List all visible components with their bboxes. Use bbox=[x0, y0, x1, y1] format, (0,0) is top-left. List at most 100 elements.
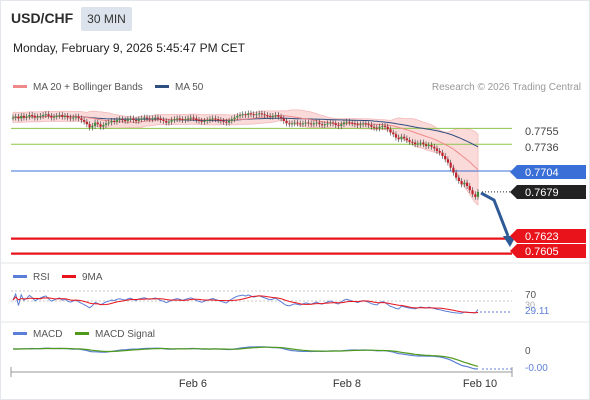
candle-body bbox=[372, 126, 376, 128]
candle-body bbox=[304, 122, 307, 124]
candle-body bbox=[392, 132, 395, 135]
candle-body bbox=[310, 123, 313, 125]
candle-body bbox=[69, 117, 72, 119]
rsi-70-label: 70 bbox=[525, 290, 537, 301]
candle-body bbox=[348, 121, 351, 123]
candle-body bbox=[394, 134, 398, 138]
symbol-title: USD/CHF bbox=[11, 10, 74, 26]
timeframe-button[interactable]: 30 MIN bbox=[81, 7, 132, 31]
candle-body bbox=[206, 120, 209, 122]
candle-body bbox=[178, 118, 181, 120]
candle-body bbox=[36, 116, 39, 118]
candle-body bbox=[107, 122, 110, 124]
candle-body bbox=[312, 123, 315, 125]
candle-body bbox=[329, 122, 332, 124]
candle-body bbox=[446, 159, 450, 163]
candle-body bbox=[31, 115, 34, 117]
candle-body bbox=[132, 118, 135, 121]
rsi-30-label: 30 bbox=[525, 300, 535, 310]
candle-body bbox=[430, 145, 433, 147]
x-tick-label-feb8: Feb 8 bbox=[333, 378, 361, 390]
rsi-line bbox=[12, 292, 479, 314]
candle-body bbox=[227, 120, 231, 123]
candle-body bbox=[315, 122, 318, 124]
candle-body bbox=[455, 172, 458, 178]
level-label-0-7623: 0.7623 bbox=[525, 231, 559, 243]
ma20-legend-label: MA 20 + Bollinger Bands bbox=[33, 82, 143, 93]
level-label-0-7704: 0.7704 bbox=[525, 167, 559, 179]
candle-body bbox=[208, 119, 212, 121]
candle-body bbox=[104, 123, 108, 126]
candle-body bbox=[260, 113, 264, 115]
candle-body bbox=[203, 120, 206, 122]
candle-body bbox=[411, 141, 414, 143]
candle-body bbox=[460, 181, 463, 185]
candle-body bbox=[419, 142, 422, 144]
candle-body bbox=[438, 150, 441, 153]
candle-body bbox=[167, 121, 171, 123]
candle-body bbox=[318, 122, 321, 125]
x-tick-label-feb10: Feb 10 bbox=[463, 378, 497, 390]
candle-body bbox=[91, 125, 94, 128]
candle-body bbox=[427, 145, 430, 147]
candle-body bbox=[184, 119, 187, 121]
candle-body bbox=[389, 129, 392, 133]
candle-body bbox=[14, 116, 17, 118]
candle-body bbox=[255, 114, 258, 116]
candle-body bbox=[282, 118, 285, 121]
candle-body bbox=[353, 123, 357, 125]
ma20-legend-swatch bbox=[13, 85, 27, 88]
candle-body bbox=[173, 119, 176, 121]
candle-body bbox=[288, 123, 291, 125]
candle-body bbox=[72, 117, 75, 119]
candle-body bbox=[370, 125, 373, 127]
candle-body bbox=[233, 117, 236, 120]
candle-body bbox=[156, 117, 160, 119]
candle-body bbox=[134, 120, 138, 122]
candle-body bbox=[77, 116, 80, 119]
candle-body bbox=[474, 194, 477, 197]
candle-body bbox=[83, 120, 86, 122]
candle-body bbox=[258, 113, 261, 115]
candle-body bbox=[320, 124, 324, 126]
x-tick-label-feb6: Feb 6 bbox=[179, 378, 207, 390]
candle-body bbox=[181, 119, 184, 121]
candle-body bbox=[293, 122, 296, 124]
candle-body bbox=[214, 118, 217, 120]
candle-body bbox=[331, 122, 335, 124]
candle-body bbox=[269, 115, 272, 117]
candle-body bbox=[337, 125, 340, 127]
candle-body bbox=[80, 118, 83, 121]
candle-body bbox=[85, 121, 88, 125]
candles bbox=[11, 110, 480, 200]
candle-body bbox=[55, 115, 58, 117]
rsi-legend-swatch bbox=[13, 275, 27, 278]
macd-zero-label: 0 bbox=[525, 346, 531, 357]
candle-body bbox=[326, 123, 329, 125]
candle-body bbox=[400, 136, 403, 140]
candle-body bbox=[129, 118, 132, 120]
candle-body bbox=[471, 190, 474, 195]
candle-body bbox=[249, 113, 253, 115]
candle-body bbox=[397, 137, 400, 140]
candle-body bbox=[351, 122, 354, 124]
candle-body bbox=[252, 114, 255, 116]
level-label-0-7736: 0.7736 bbox=[525, 142, 559, 154]
candle-body bbox=[285, 120, 288, 124]
candle-body bbox=[345, 121, 348, 123]
candle-body bbox=[408, 140, 411, 142]
candle-body bbox=[364, 123, 367, 125]
candle-body bbox=[88, 124, 91, 128]
candle-body bbox=[230, 119, 233, 121]
candle-body bbox=[307, 122, 310, 124]
candle-body bbox=[58, 115, 61, 117]
candle-body bbox=[137, 119, 140, 121]
candle-body bbox=[405, 138, 408, 141]
macd-legend-swatch bbox=[13, 332, 27, 335]
candle-body bbox=[362, 123, 365, 125]
candle-body bbox=[465, 182, 469, 187]
macd-signal-legend-swatch bbox=[75, 332, 89, 335]
candle-body bbox=[435, 148, 439, 151]
candle-body bbox=[383, 125, 387, 127]
candle-body bbox=[457, 177, 460, 182]
